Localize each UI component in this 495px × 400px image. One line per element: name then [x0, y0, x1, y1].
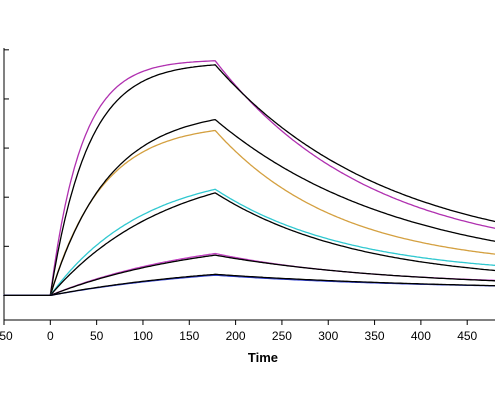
x-tick-label: -50 — [0, 329, 13, 343]
series-line-4 — [3, 118, 495, 297]
x-tick-label: 50 — [90, 329, 104, 343]
x-axis: -50 0 50 100 150 200 250 300 350 400 450 — [0, 319, 495, 343]
series-line-2 — [3, 64, 495, 297]
series-line-6 — [3, 192, 495, 297]
x-tick-label: 300 — [318, 329, 338, 343]
series-line-10 — [3, 273, 495, 297]
x-tick-label: 400 — [411, 329, 431, 343]
x-tick-label: 0 — [47, 329, 54, 343]
y-axis — [3, 48, 9, 320]
x-tick-label: 350 — [365, 329, 385, 343]
series-line-7 — [3, 252, 495, 297]
x-tick-label: 250 — [272, 329, 292, 343]
x-tick-label: 450 — [457, 329, 477, 343]
x-axis-title: Time — [248, 350, 278, 365]
series-line-8 — [3, 254, 495, 297]
series-layer — [3, 60, 495, 297]
x-tick-label: 100 — [133, 329, 153, 343]
x-tick-label: 150 — [179, 329, 199, 343]
series-line-5 — [3, 188, 495, 297]
x-tick-label: 200 — [226, 329, 246, 343]
